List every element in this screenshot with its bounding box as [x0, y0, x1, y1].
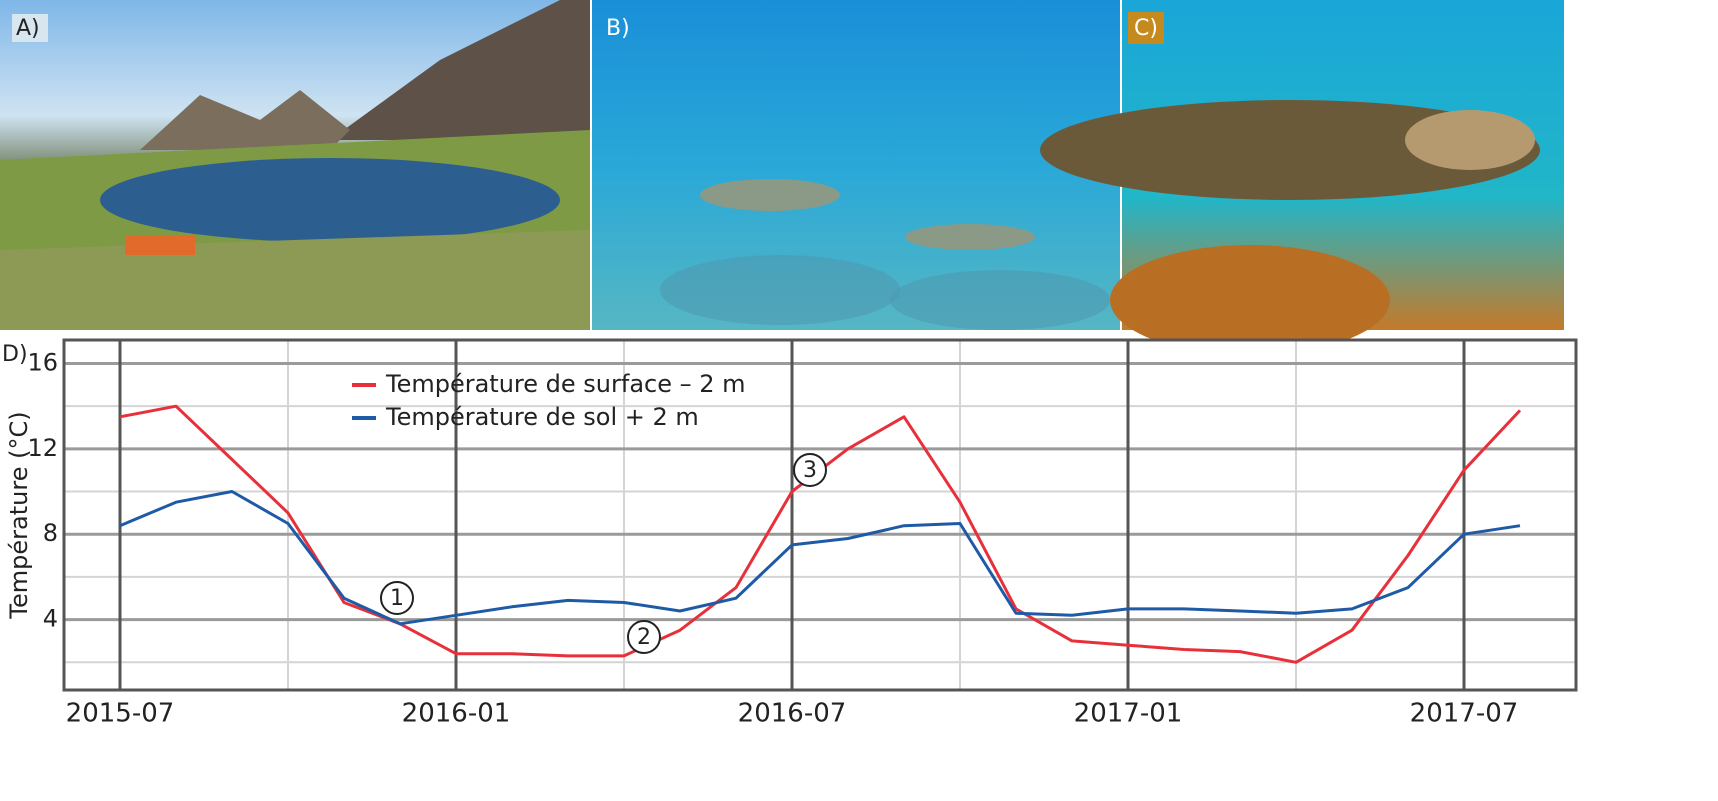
y-tick-label: 8 [43, 519, 58, 547]
annotation: 3 [803, 458, 817, 483]
legend-label: Température de sol + 2 m [385, 403, 699, 431]
panel-label: C) [1134, 16, 1158, 41]
data-line [119, 490, 1521, 626]
annotation: 1 [390, 586, 404, 611]
label-box [1128, 12, 1164, 44]
y-tick-label: 12 [27, 434, 58, 462]
plot-area [64, 340, 1576, 690]
annotation: 2 [637, 625, 651, 650]
x-tick-label: 2016-01 [402, 699, 511, 729]
panel-label: A) [16, 16, 40, 41]
photo-c [1040, 0, 1564, 355]
annotation-circle [627, 620, 661, 654]
x-tick-label: 2017-01 [1074, 699, 1183, 729]
legend-label: Température de surface – 2 m [385, 370, 746, 398]
annotation-circle [793, 453, 827, 487]
x-tick-label: 2017-07 [1410, 699, 1519, 729]
annotation-circle [380, 581, 414, 615]
x-tick-label: 2016-07 [738, 699, 847, 729]
photo-a [0, 0, 590, 330]
y-tick-label: 16 [27, 348, 58, 376]
panel-label: D) [2, 342, 28, 367]
panel-label: B) [606, 16, 630, 41]
plot-frame [62, 338, 1578, 692]
x-tick-label: 2015-07 [66, 699, 175, 729]
y-tick-label: 4 [43, 605, 58, 633]
photo-b [592, 0, 1120, 330]
label-box [12, 14, 48, 42]
y-axis-label: Température (°C) [5, 411, 33, 619]
